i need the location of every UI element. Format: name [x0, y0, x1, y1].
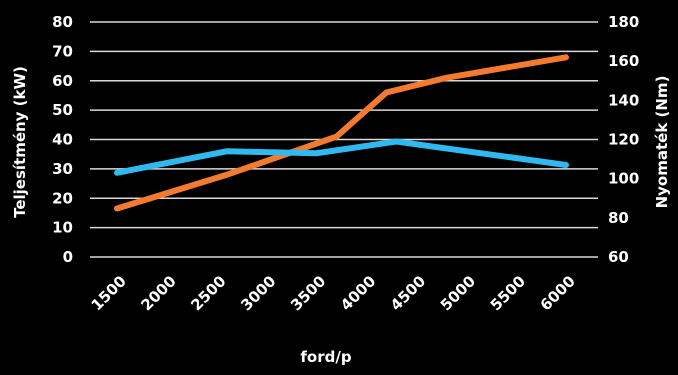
- x-tick-label: 5000: [437, 272, 479, 314]
- torque-series-line: [114, 138, 569, 176]
- x-axis-title: ford/p: [300, 348, 351, 366]
- series-lines: [114, 54, 569, 212]
- x-tick-label: 1500: [88, 272, 130, 314]
- x-tick-label: 3000: [237, 272, 279, 314]
- y-axis-left: 0 10 20 30 40 50 60 70 80: [52, 13, 73, 266]
- y-axis-right: 60 80 100 120 140 160 180: [608, 13, 639, 266]
- y-right-tick-label: 60: [608, 248, 629, 266]
- y-left-tick-label: 80: [52, 13, 73, 31]
- y-right-tick-label: 80: [608, 209, 629, 227]
- y-axis-right-title: Nyomaték (Nm): [653, 76, 671, 209]
- y-left-tick-label: 30: [52, 160, 73, 178]
- x-tick-label: 5500: [487, 272, 529, 314]
- y-right-tick-label: 140: [608, 91, 639, 109]
- grid-lines: [90, 21, 598, 258]
- x-tick-label: 2500: [187, 272, 229, 314]
- y-axis-left-title: Teljesítmény (kW): [11, 66, 29, 218]
- y-left-tick-label: 0: [63, 248, 73, 266]
- y-left-tick-label: 70: [52, 42, 73, 60]
- x-tick-label: 6000: [537, 272, 579, 314]
- y-left-tick-label: 50: [52, 101, 73, 119]
- y-left-tick-label: 40: [52, 131, 73, 149]
- x-tick-label: 3500: [287, 272, 329, 314]
- y-left-tick-label: 20: [52, 189, 73, 207]
- y-left-tick-label: 60: [52, 72, 73, 90]
- power-series-line: [114, 54, 569, 212]
- y-right-tick-label: 180: [608, 13, 639, 31]
- x-axis: 1500 2000 2500 3000 3500 4000 4500 5000 5500 6000: [88, 272, 579, 314]
- y-left-tick-label: 10: [52, 219, 73, 237]
- x-tick-label: 2000: [137, 272, 179, 314]
- y-right-tick-label: 100: [608, 170, 639, 188]
- x-tick-label: 4500: [387, 272, 429, 314]
- x-tick-label: 4000: [337, 272, 379, 314]
- y-right-tick-label: 120: [608, 131, 639, 149]
- y-right-tick-label: 160: [608, 52, 639, 70]
